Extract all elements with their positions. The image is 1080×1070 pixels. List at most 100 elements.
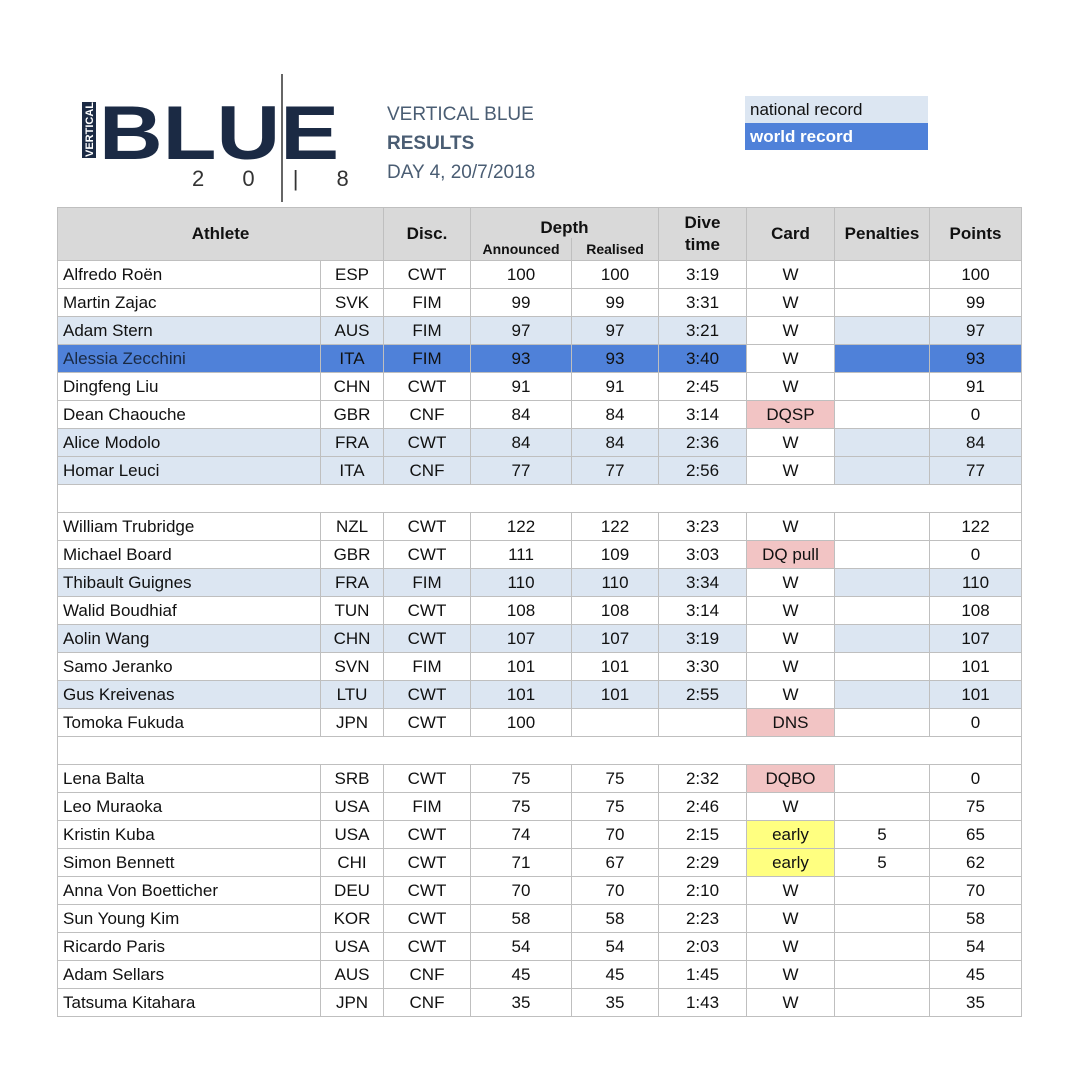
name-cell: Walid Boudhiaf <box>57 596 321 625</box>
realised-cell: 67 <box>571 848 659 877</box>
card-cell: DNS <box>746 708 835 737</box>
realised-cell: 70 <box>571 876 659 905</box>
points-cell: 107 <box>929 624 1022 653</box>
disc-cell: CWT <box>383 624 471 653</box>
time-cell: 3:23 <box>658 512 747 541</box>
name-cell: Samo Jeranko <box>57 652 321 681</box>
realised-cell: 108 <box>571 596 659 625</box>
penalties-cell <box>834 904 930 933</box>
col-announced: Announced <box>470 238 572 261</box>
country-cell: ESP <box>320 260 384 289</box>
country-cell: AUS <box>320 960 384 989</box>
realised-cell: 45 <box>571 960 659 989</box>
announced-cell: 70 <box>470 876 572 905</box>
penalties-cell <box>834 288 930 317</box>
table-row: Gus Kreivenas LTU CWT 101 101 2:55 W 101 <box>57 680 1022 709</box>
country-cell: DEU <box>320 876 384 905</box>
time-cell: 2:10 <box>658 876 747 905</box>
points-cell: 54 <box>929 932 1022 961</box>
disc-cell: CWT <box>383 428 471 457</box>
card-cell: W <box>746 680 835 709</box>
name-cell: Martin Zajac <box>57 288 321 317</box>
announced-cell: 100 <box>470 708 572 737</box>
time-cell: 3:21 <box>658 316 747 345</box>
realised-cell: 107 <box>571 624 659 653</box>
name-cell: Gus Kreivenas <box>57 680 321 709</box>
table-row: Kristin Kuba USA CWT 74 70 2:15 early 5 65 <box>57 820 1022 849</box>
col-card: Card <box>746 207 835 261</box>
realised-cell <box>571 708 659 737</box>
name-cell: Dingfeng Liu <box>57 372 321 401</box>
announced-cell: 111 <box>470 540 572 569</box>
name-cell: Ricardo Paris <box>57 932 321 961</box>
table-row: Alfredo Roën ESP CWT 100 100 3:19 W 100 <box>57 260 1022 289</box>
card-cell: W <box>746 568 835 597</box>
points-cell: 58 <box>929 904 1022 933</box>
card-cell: DQ pull <box>746 540 835 569</box>
disc-cell: CNF <box>383 456 471 485</box>
penalties-cell <box>834 596 930 625</box>
realised-cell: 122 <box>571 512 659 541</box>
points-cell: 45 <box>929 960 1022 989</box>
points-cell: 93 <box>929 344 1022 373</box>
country-cell: SVN <box>320 652 384 681</box>
table-row: Leo Muraoka USA FIM 75 75 2:46 W 75 <box>57 792 1022 821</box>
realised-cell: 35 <box>571 988 659 1017</box>
time-cell: 3:14 <box>658 400 747 429</box>
table-row: Sun Young Kim KOR CWT 58 58 2:23 W 58 <box>57 904 1022 933</box>
time-cell: 2:55 <box>658 680 747 709</box>
card-cell: DQSP <box>746 400 835 429</box>
table-row: Samo Jeranko SVN FIM 101 101 3:30 W 101 <box>57 652 1022 681</box>
time-cell: 3:19 <box>658 260 747 289</box>
realised-cell: 110 <box>571 568 659 597</box>
card-cell: W <box>746 260 835 289</box>
points-cell: 77 <box>929 456 1022 485</box>
card-cell: W <box>746 344 835 373</box>
name-cell: Kristin Kuba <box>57 820 321 849</box>
realised-cell: 84 <box>571 400 659 429</box>
time-cell: 3:03 <box>658 540 747 569</box>
table-row: Tomoka Fukuda JPN CWT 100 DNS 0 <box>57 708 1022 737</box>
name-cell: Alice Modolo <box>57 428 321 457</box>
country-cell: FRA <box>320 428 384 457</box>
disc-cell: CWT <box>383 680 471 709</box>
realised-cell: 75 <box>571 792 659 821</box>
time-cell: 1:45 <box>658 960 747 989</box>
card-cell: W <box>746 960 835 989</box>
announced-cell: 97 <box>470 316 572 345</box>
points-cell: 101 <box>929 652 1022 681</box>
disc-cell: CWT <box>383 596 471 625</box>
points-cell: 35 <box>929 988 1022 1017</box>
record-legend: national record world record <box>745 96 928 150</box>
country-cell: USA <box>320 932 384 961</box>
announced-cell: 74 <box>470 820 572 849</box>
disc-cell: CWT <box>383 372 471 401</box>
announced-cell: 93 <box>470 344 572 373</box>
legend-world-record: world record <box>745 123 928 150</box>
svg-text:2 0 | 8: 2 0 | 8 <box>192 166 352 191</box>
realised-cell: 101 <box>571 680 659 709</box>
name-cell: Aolin Wang <box>57 624 321 653</box>
announced-cell: 45 <box>470 960 572 989</box>
penalties-cell <box>834 540 930 569</box>
penalties-cell: 5 <box>834 848 930 877</box>
time-cell: 3:19 <box>658 624 747 653</box>
points-cell: 0 <box>929 400 1022 429</box>
time-cell: 3:34 <box>658 568 747 597</box>
country-cell: SRB <box>320 764 384 793</box>
svg-text:VERTICAL: VERTICAL <box>84 102 96 157</box>
country-cell: AUS <box>320 316 384 345</box>
country-cell: CHN <box>320 372 384 401</box>
table-row: Walid Boudhiaf TUN CWT 108 108 3:14 W 108 <box>57 596 1022 625</box>
table-row: Dean Chaouche GBR CNF 84 84 3:14 DQSP 0 <box>57 400 1022 429</box>
penalties-cell <box>834 652 930 681</box>
table-row: Tatsuma Kitahara JPN CNF 35 35 1:43 W 35 <box>57 988 1022 1017</box>
announced-cell: 101 <box>470 680 572 709</box>
col-disc: Disc. <box>383 207 471 261</box>
country-cell: JPN <box>320 708 384 737</box>
table-row: Michael Board GBR CWT 111 109 3:03 DQ pull 0 <box>57 540 1022 569</box>
country-cell: JPN <box>320 988 384 1017</box>
name-cell: Thibault Guignes <box>57 568 321 597</box>
realised-cell: 58 <box>571 904 659 933</box>
group-separator <box>57 736 1022 765</box>
